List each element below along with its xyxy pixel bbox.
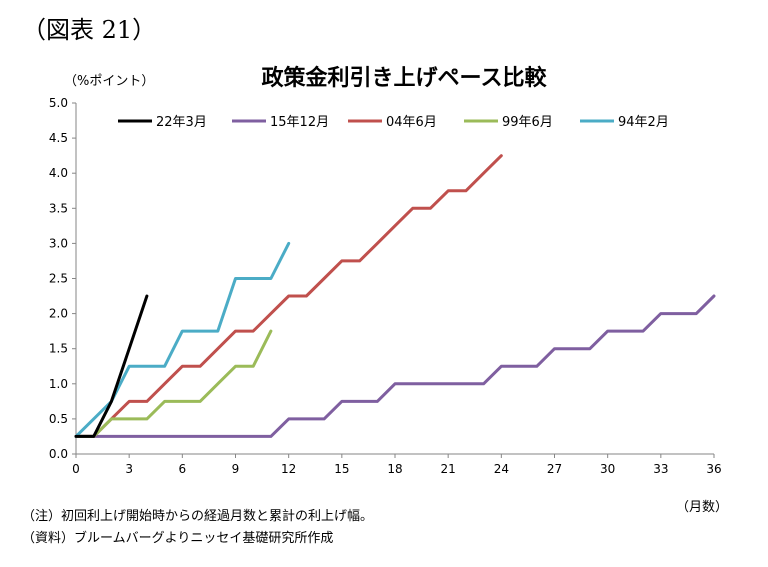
y-axis-ticks: 0.0 0.5 1.0 1.5 2.0 2.5 3.0 3.5 4.0 4.5 5.0 xyxy=(49,96,76,461)
series-line-2 xyxy=(74,154,503,438)
y-tick-label: 2.0 xyxy=(49,307,68,321)
y-tick-label: 3.0 xyxy=(49,236,68,250)
legend-label-1: 15年12月 xyxy=(270,115,329,130)
x-tick-label: 6 xyxy=(179,462,187,476)
x-tick-label: 3 xyxy=(125,462,133,476)
x-tick-label: 0 xyxy=(72,462,80,476)
x-tick-label: 21 xyxy=(441,462,456,476)
y-tick-label: 2.5 xyxy=(49,272,68,286)
footnote-source: （資料）ブルームバーグよりニッセイ基礎研究所作成 xyxy=(22,531,334,546)
y-tick-label: 0.0 xyxy=(49,447,68,461)
series-line-3 xyxy=(74,329,273,438)
legend-label-3: 99年6月 xyxy=(502,115,553,130)
y-tick-label: 1.5 xyxy=(49,342,68,356)
series-line-1 xyxy=(74,294,716,438)
footnote-note: （注）初回利上げ開始時からの経過月数と累計の利上げ幅。 xyxy=(22,509,374,524)
x-tick-label: 24 xyxy=(494,462,509,476)
legend-label-2: 04年6月 xyxy=(386,115,437,130)
legend-label-4: 94年2月 xyxy=(618,115,669,130)
x-tick-label: 15 xyxy=(334,462,349,476)
x-tick-label: 33 xyxy=(653,462,668,476)
y-tick-label: 3.5 xyxy=(49,201,68,215)
x-tick-label: 18 xyxy=(387,462,402,476)
x-axis-unit-label: （月数） xyxy=(676,500,729,515)
x-tick-label: 36 xyxy=(706,462,721,476)
y-tick-label: 1.0 xyxy=(49,377,68,391)
y-tick-label: 4.0 xyxy=(49,166,68,180)
x-axis-ticks: 0 3 6 9 12 15 18 21 24 27 30 33 36 xyxy=(72,454,722,476)
x-tick-label: 12 xyxy=(281,462,296,476)
legend-label-0: 22年3月 xyxy=(156,115,207,130)
x-tick-label: 30 xyxy=(600,462,615,476)
line-chart: 0.00.51.01.52.02.53.03.54.04.55.0 0 3 6 9 12… xyxy=(49,96,722,476)
chart-series xyxy=(74,154,716,438)
x-tick-label: 27 xyxy=(547,462,562,476)
figure-label: （図表 21） xyxy=(22,16,157,44)
y-tick-label: 5.0 xyxy=(49,96,68,110)
chart-title: 政策金利引き上げペース比較 xyxy=(261,66,547,91)
chart-legend: 22年3月 15年12月 04年6月 99年6月 94年2月 xyxy=(118,115,669,130)
y-axis-unit-label: （%ポイント） xyxy=(64,74,155,89)
y-tick-label: 4.5 xyxy=(49,131,68,145)
y-tick-label: 0.5 xyxy=(49,412,68,426)
series-line-0 xyxy=(74,294,149,438)
x-tick-label: 9 xyxy=(232,462,240,476)
